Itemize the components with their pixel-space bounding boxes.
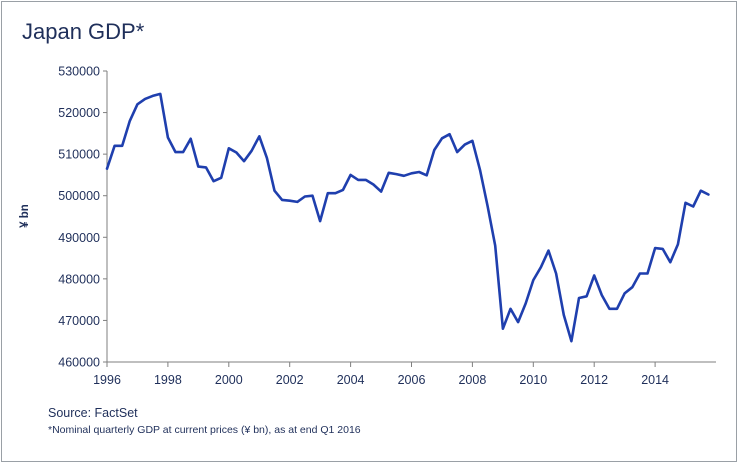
series-line-gdp xyxy=(105,92,710,343)
x-tick-label: 2012 xyxy=(580,373,608,387)
x-tick-label: 2000 xyxy=(215,373,243,387)
y-tick-label: 470000 xyxy=(58,314,100,328)
chart-title: Japan GDP* xyxy=(22,19,145,44)
x-tick-label: 2010 xyxy=(519,373,547,387)
x-tick-label: 2002 xyxy=(276,373,304,387)
footnote: *Nominal quarterly GDP at current prices… xyxy=(48,424,361,436)
x-tick-label: 1996 xyxy=(93,373,121,387)
y-tick-label: 490000 xyxy=(58,231,100,245)
y-tick-label: 460000 xyxy=(58,356,100,370)
y-tick-label: 530000 xyxy=(58,65,100,79)
y-tick-label: 480000 xyxy=(58,272,100,286)
x-tick-label: 2006 xyxy=(398,373,426,387)
x-tick-label: 1998 xyxy=(154,373,182,387)
x-tick-label: 2008 xyxy=(458,373,486,387)
x-tick-label: 2004 xyxy=(337,373,365,387)
x-tick-label: 2014 xyxy=(641,373,669,387)
y-tick-label: 510000 xyxy=(58,148,100,162)
y-tick-label: 520000 xyxy=(58,106,100,120)
y-tick-label: 500000 xyxy=(58,189,100,203)
source-note: Source: FactSet xyxy=(48,406,138,420)
y-axis-label: ¥ bn xyxy=(19,204,31,228)
